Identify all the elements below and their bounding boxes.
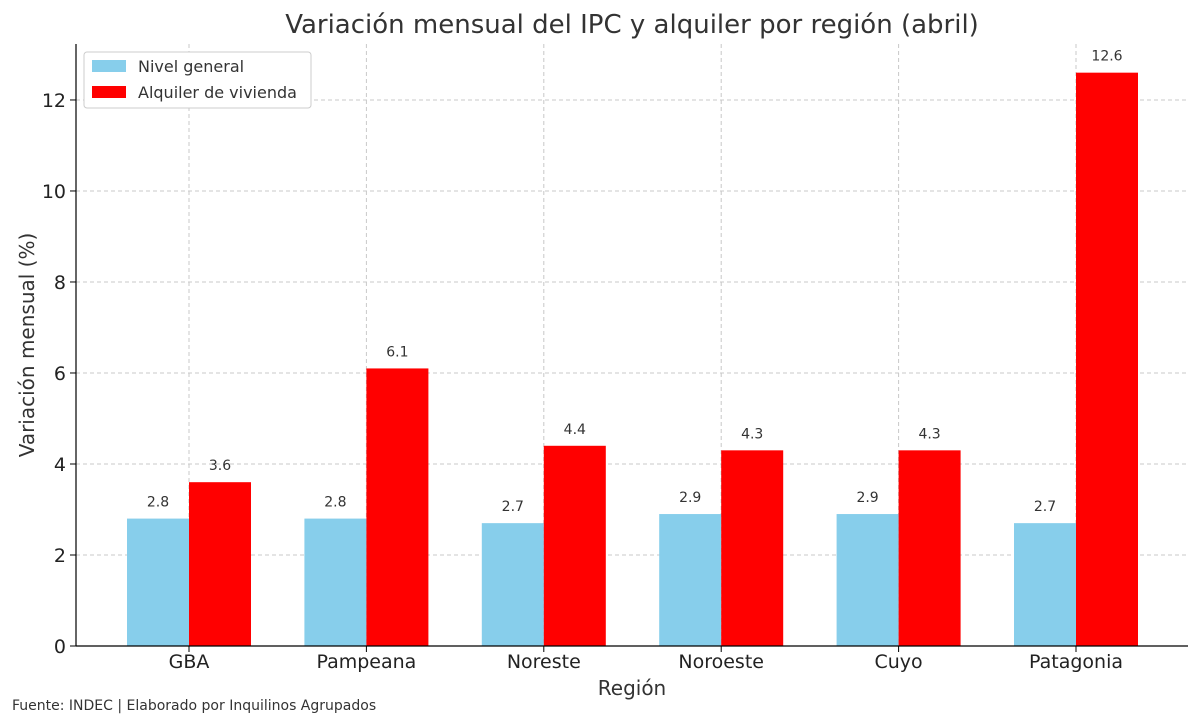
bar-cuyo-nivel-general [836, 514, 899, 646]
data-label-noreste-alquiler-de-vivienda: 4.4 [564, 422, 586, 438]
y-tick-label-8: 8 [54, 272, 66, 294]
bars [127, 72, 1138, 646]
legend-label-nivel-general: Nivel general [138, 57, 244, 76]
y-ticks: 0 2 4 6 8 10 12 [42, 90, 76, 658]
data-label-cuyo-nivel-general: 2.9 [856, 490, 878, 506]
bar-pampeana-alquiler-de-vivienda [366, 368, 429, 646]
legend-swatch-nivel-general [92, 60, 126, 72]
data-label-noreste-nivel-general: 2.7 [502, 499, 524, 515]
bar-noreste-nivel-general [481, 523, 544, 646]
y-tick-label-2: 2 [54, 545, 66, 567]
data-label-patagonia-alquiler-de-vivienda: 12.6 [1091, 49, 1122, 65]
data-labels: 2.8 3.6 2.8 6.1 2.7 4.4 2.9 4.3 2.9 4.3 2.7 12.6 [147, 49, 1123, 515]
bar-cuyo-alquiler-de-vivienda [898, 450, 961, 646]
y-tick-label-12: 12 [42, 90, 66, 112]
source-note: Fuente: INDEC | Elaborado por Inquilinos… [12, 698, 376, 714]
y-tick-label-0: 0 [54, 636, 66, 658]
data-label-noroeste-alquiler-de-vivienda: 4.3 [741, 426, 763, 442]
chart-title: Variación mensual del IPC y alquiler por… [285, 10, 979, 40]
x-axis-label: Región [598, 676, 666, 700]
y-tick-label-4: 4 [54, 454, 66, 476]
bar-gba-alquiler-de-vivienda [189, 482, 251, 646]
legend-frame [83, 51, 312, 109]
y-tick-label-10: 10 [42, 181, 66, 203]
axes [75, 44, 1188, 647]
bar-noroeste-nivel-general [659, 514, 722, 646]
data-label-noroeste-nivel-general: 2.9 [679, 490, 701, 506]
bar-noroeste-alquiler-de-vivienda [721, 450, 784, 646]
data-label-patagonia-nivel-general: 2.7 [1034, 499, 1056, 515]
y-axis-label: Variación mensual (%) [15, 233, 39, 458]
data-label-gba-alquiler-de-vivienda: 3.6 [209, 458, 231, 474]
x-tick-label-noreste: Noreste [507, 651, 581, 673]
data-label-pampeana-nivel-general: 2.8 [324, 495, 346, 511]
data-label-cuyo-alquiler-de-vivienda: 4.3 [918, 426, 940, 442]
x-tick-label-cuyo: Cuyo [875, 651, 923, 673]
x-tick-label-gba: GBA [169, 651, 210, 673]
x-ticks: GBA Pampeana Noreste Noroeste Cuyo Patagonia [169, 646, 1123, 673]
legend-label-alquiler-de-vivienda: Alquiler de vivienda [138, 83, 297, 102]
legend: Nivel general Alquiler de vivienda [83, 51, 312, 109]
bar-patagonia-alquiler-de-vivienda [1076, 72, 1138, 646]
legend-swatch-alquiler-de-vivienda [92, 86, 126, 98]
bar-noreste-alquiler-de-vivienda [543, 445, 606, 646]
bar-patagonia-nivel-general [1014, 523, 1076, 646]
x-tick-label-pampeana: Pampeana [316, 651, 416, 673]
bar-pampeana-nivel-general [304, 518, 367, 646]
data-label-gba-nivel-general: 2.8 [147, 495, 169, 511]
x-tick-label-patagonia: Patagonia [1029, 651, 1123, 673]
x-tick-label-noroeste: Noroeste [678, 651, 764, 673]
bar-gba-nivel-general [127, 518, 189, 646]
data-label-pampeana-alquiler-de-vivienda: 6.1 [386, 344, 408, 360]
y-tick-label-6: 6 [54, 363, 66, 385]
